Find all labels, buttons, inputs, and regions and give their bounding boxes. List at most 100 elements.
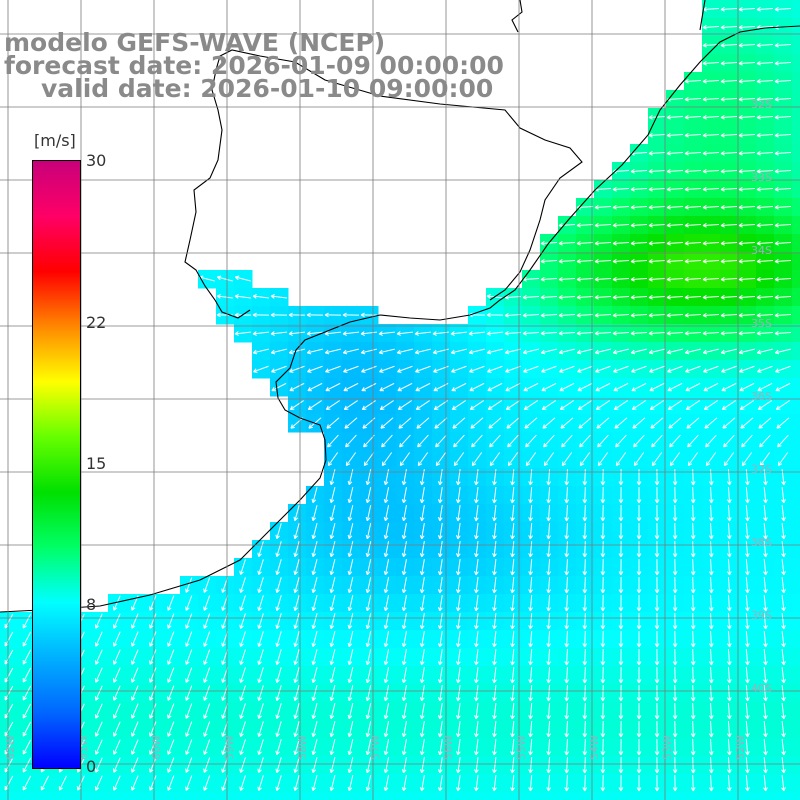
wind-arrow	[329, 577, 336, 594]
wind-arrow	[564, 630, 570, 648]
wind-arrow	[344, 417, 358, 429]
wind-arrow	[564, 702, 570, 720]
wind-arrow	[474, 595, 479, 612]
wind-arrow	[270, 294, 287, 299]
wind-arrow	[311, 775, 318, 792]
wind-arrow	[648, 150, 666, 156]
wind-arrow	[311, 631, 318, 648]
wind-arrow	[546, 576, 552, 594]
wind-arrow	[257, 541, 264, 558]
wind-arrow	[324, 331, 342, 336]
wind-arrow	[401, 739, 407, 756]
wind-arrow	[582, 504, 588, 522]
wind-arrow	[455, 757, 461, 774]
wind-speed-cell	[792, 108, 800, 127]
wind-arrow	[702, 240, 720, 246]
wind-arrow	[690, 594, 696, 612]
wind-arrow	[379, 400, 394, 410]
wind-arrow	[666, 168, 684, 174]
wind-arrow	[546, 558, 552, 576]
wind-arrow	[492, 648, 497, 666]
wind-arrow	[22, 775, 32, 791]
wind-arrow	[763, 558, 768, 576]
wind-arrow	[451, 400, 466, 410]
wind-arrow	[94, 739, 103, 755]
wind-arrow	[507, 452, 519, 466]
wind-arrow	[378, 331, 396, 336]
wind-arrow	[582, 558, 588, 576]
longitude-label: 56W	[442, 735, 455, 760]
wind-arrow	[185, 775, 193, 791]
wind-arrow	[576, 330, 594, 336]
wind-arrow	[726, 702, 732, 720]
wind-arrow	[504, 294, 522, 300]
wind-arrow	[738, 276, 756, 282]
wind-speed-cell	[360, 792, 379, 800]
wind-arrow	[672, 540, 678, 558]
wind-arrow	[612, 258, 630, 264]
wind-arrow	[739, 365, 755, 373]
wind-arrow	[528, 666, 533, 684]
wind-arrow	[577, 382, 593, 392]
wind-arrow	[94, 685, 103, 701]
wind-arrow	[541, 382, 557, 392]
wind-arrow	[726, 504, 732, 522]
wind-arrow	[667, 365, 683, 373]
wind-arrow	[239, 613, 246, 629]
wind-arrow	[690, 486, 696, 504]
wind-speed-cell	[792, 54, 800, 73]
wind-speed-cell	[792, 342, 800, 361]
wind-arrow	[702, 222, 720, 228]
wind-arrow	[630, 348, 647, 355]
wind-arrow	[293, 703, 300, 720]
wind-arrow	[383, 505, 390, 522]
wind-arrow	[347, 523, 354, 540]
wind-arrow	[781, 612, 786, 630]
wind-arrow	[690, 648, 696, 666]
wind-arrow	[726, 720, 732, 738]
wind-arrow	[528, 756, 533, 774]
wind-arrow	[203, 577, 211, 593]
wind-arrow	[149, 667, 157, 683]
wind-arrow	[726, 756, 732, 774]
wind-speed-cell	[792, 306, 800, 325]
wind-arrow	[756, 186, 774, 192]
wind-arrow	[738, 6, 756, 12]
wind-arrow	[600, 738, 606, 756]
wind-arrow	[738, 42, 756, 48]
wind-arrow	[289, 400, 304, 410]
wind-arrow	[774, 150, 792, 156]
wind-arrow	[510, 684, 515, 702]
wind-arrow	[324, 312, 342, 318]
wind-arrow	[596, 417, 610, 429]
wind-speed-cell	[792, 684, 800, 703]
wind-arrow	[528, 594, 533, 612]
wind-arrow	[738, 204, 756, 210]
wind-arrow	[365, 595, 372, 612]
wind-arrow	[528, 612, 533, 630]
wind-arrow	[763, 756, 768, 774]
wind-speed-cell	[792, 90, 800, 109]
wind-arrow	[293, 523, 300, 540]
wind-arrow	[540, 276, 558, 282]
wind-arrow	[546, 774, 552, 792]
wind-arrow	[329, 775, 336, 792]
wind-arrow	[561, 452, 573, 466]
wind-arrow	[558, 348, 575, 355]
wind-arrow	[522, 330, 540, 336]
wind-arrow	[293, 667, 300, 684]
wind-arrow	[383, 667, 390, 684]
wind-arrow	[437, 649, 443, 666]
wind-arrow	[504, 348, 521, 355]
wind-arrow	[342, 312, 360, 318]
wind-arrow	[474, 739, 479, 756]
wind-arrow	[185, 577, 193, 593]
wind-arrow	[720, 132, 738, 138]
wind-arrow	[378, 348, 395, 355]
wind-arrow	[112, 613, 121, 629]
wind-arrow	[234, 275, 251, 282]
wind-arrow	[112, 703, 121, 719]
wind-arrow	[347, 577, 354, 594]
wind-arrow	[720, 150, 738, 156]
